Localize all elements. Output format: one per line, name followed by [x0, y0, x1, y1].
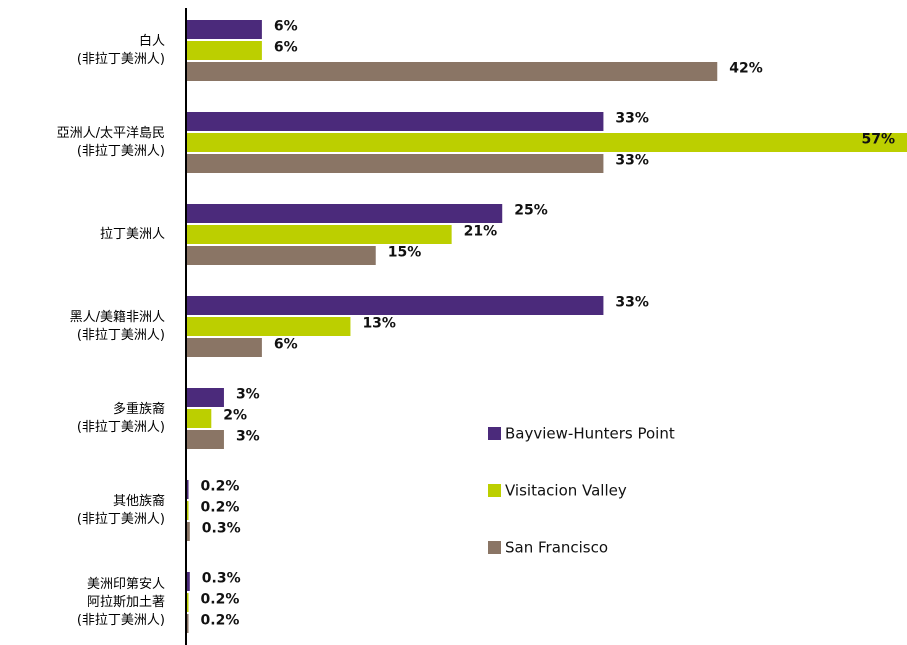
category-label: 其他族裔 (非拉丁美洲人) [76, 493, 165, 527]
legend-swatch [488, 541, 501, 554]
bar [186, 204, 503, 223]
value-label: 0.3% [202, 521, 241, 537]
value-label: 13% [362, 316, 396, 332]
value-label: 25% [514, 203, 548, 219]
value-label: 6% [274, 337, 298, 353]
legend-swatch [488, 427, 501, 440]
bar [186, 522, 190, 541]
value-label: 0.2% [201, 592, 240, 608]
value-label: 42% [729, 61, 763, 77]
bar [186, 62, 718, 81]
category-label: 亞洲人/太平洋島民 (非拉丁美洲人) [56, 125, 165, 159]
bar [186, 388, 224, 407]
bar [186, 154, 604, 173]
value-label: 0.2% [201, 500, 240, 516]
bar [186, 430, 224, 449]
category-label: 美洲印第安人 阿拉斯加土著 (非拉丁美洲人) [76, 576, 165, 628]
value-label: 33% [615, 295, 649, 311]
bar [186, 409, 212, 428]
bar [186, 41, 262, 60]
category-label: 黑人/美籍非洲人 (非拉丁美洲人) [69, 309, 165, 343]
value-label: 33% [615, 153, 649, 169]
legend-label: Bayview-Hunters Point [505, 425, 675, 443]
value-label: 15% [388, 245, 422, 261]
value-label: 0.2% [201, 613, 240, 629]
category-label: 拉丁美洲人 [99, 226, 165, 242]
bar [186, 133, 907, 152]
bar [186, 338, 262, 357]
value-label: 33% [615, 111, 649, 127]
category-label: 白人 (非拉丁美洲人) [76, 33, 165, 67]
value-label: 6% [274, 19, 298, 35]
legend-label: Visitacion Valley [505, 482, 627, 500]
value-label: 3% [236, 429, 260, 445]
bar [186, 246, 376, 265]
bar [186, 317, 351, 336]
bar [186, 572, 190, 591]
value-label: 57% [861, 132, 895, 148]
value-label: 0.2% [201, 479, 240, 495]
legend-label: San Francisco [505, 539, 608, 557]
bar [186, 296, 604, 315]
value-label: 2% [223, 408, 247, 424]
bar [186, 112, 604, 131]
value-label: 6% [274, 40, 298, 56]
bar [186, 480, 189, 499]
category-label: 多重族裔 (非拉丁美洲人) [76, 401, 165, 435]
bar [186, 501, 189, 520]
legend-swatch [488, 484, 501, 497]
value-label: 21% [464, 224, 498, 240]
bar [186, 225, 452, 244]
bar [186, 20, 262, 39]
value-label: 3% [236, 387, 260, 403]
value-label: 0.3% [202, 571, 241, 587]
bar [186, 593, 189, 612]
bar [186, 614, 189, 633]
